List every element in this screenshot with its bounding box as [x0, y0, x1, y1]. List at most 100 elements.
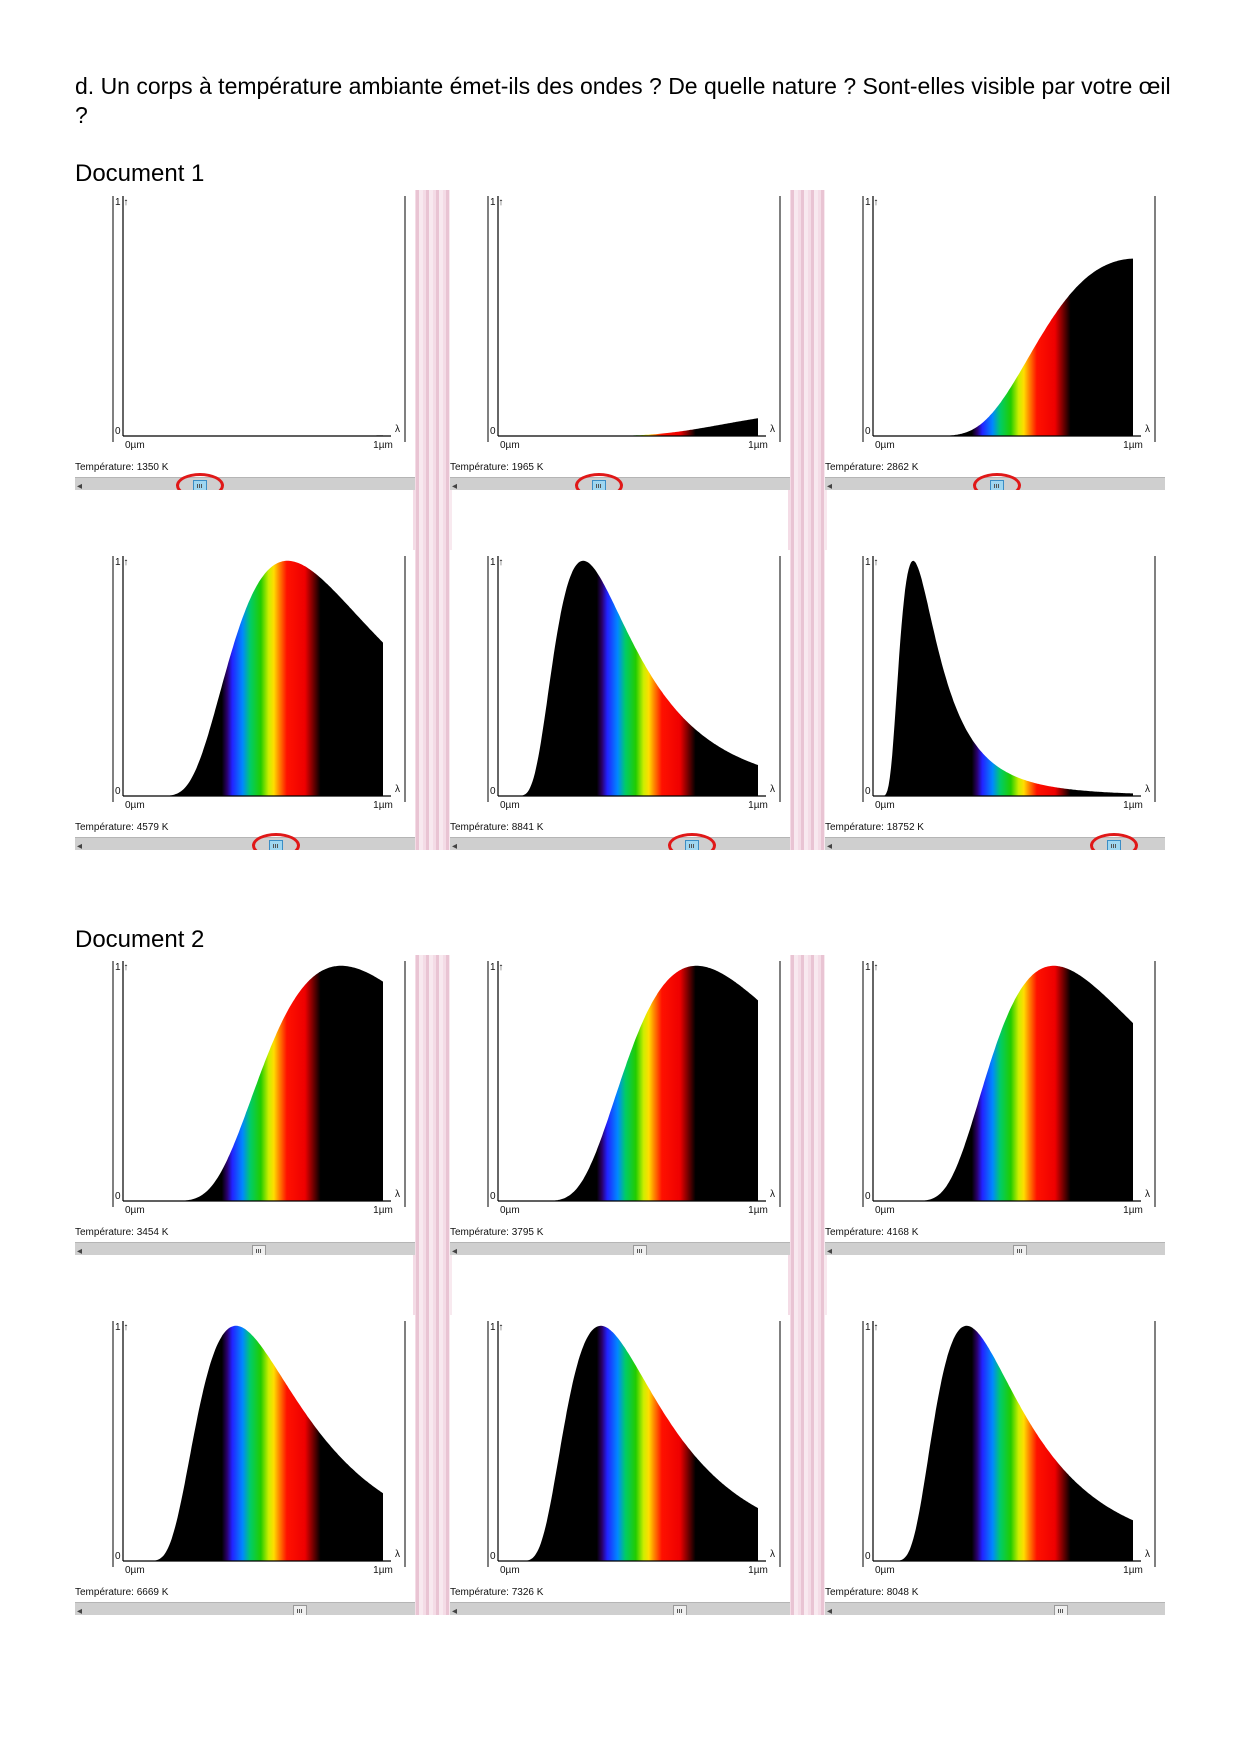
temperature-slider[interactable]: ◂: [75, 833, 415, 850]
temperature-label: Température: 7326 K: [450, 1587, 544, 1598]
temperature-slider[interactable]: ◂: [825, 1242, 1165, 1255]
y-axis-top-label: 1 ↑: [115, 1322, 128, 1333]
temperature-slider[interactable]: ◂: [75, 1602, 415, 1615]
slider-thumb[interactable]: [632, 1245, 647, 1255]
x-axis-start-label: 0µm: [500, 1565, 520, 1576]
y-axis-top-label: 1 ↑: [490, 1322, 503, 1333]
temperature-slider[interactable]: ◂: [825, 1602, 1165, 1615]
temperature-slider[interactable]: ◂: [450, 833, 790, 850]
slider-thumb[interactable]: [292, 1605, 307, 1615]
x-axis-start-label: 0µm: [500, 440, 520, 451]
x-axis-start-label: 0µm: [875, 440, 895, 451]
x-axis-start-label: 0µm: [500, 800, 520, 811]
y-axis-bottom-label: 0: [115, 426, 121, 437]
slider-left-arrow-icon[interactable]: ◂: [827, 841, 833, 850]
y-axis-bottom-label: 0: [490, 786, 496, 797]
temperature-slider[interactable]: ◂: [75, 473, 415, 490]
slider-left-arrow-icon[interactable]: ◂: [452, 481, 458, 490]
temperature-slider[interactable]: ◂: [825, 833, 1165, 850]
highlight-circle: [668, 833, 717, 850]
slider-left-arrow-icon[interactable]: ◂: [452, 841, 458, 850]
document-1-title: Document 1: [75, 160, 205, 187]
temperature-label: Température: 1965 K: [450, 462, 544, 473]
x-axis-end-label: 1µm: [373, 800, 393, 811]
slider-left-arrow-icon[interactable]: ◂: [77, 481, 83, 490]
temperature-label: Température: 1350 K: [75, 462, 169, 473]
temperature-slider[interactable]: ◂: [450, 473, 790, 490]
background-strip: [413, 955, 452, 1615]
spectrum-curve: [498, 1325, 758, 1561]
slider-thumb[interactable]: [673, 1605, 688, 1615]
y-axis-top-label: 1 ↑: [490, 197, 503, 208]
highlight-circle: [574, 473, 623, 490]
temperature-label: Température: 4579 K: [75, 822, 169, 833]
temperature-slider[interactable]: ◂: [450, 1602, 790, 1615]
temperature-label: Température: 8048 K: [825, 1587, 919, 1598]
x-axis-start-label: 0µm: [125, 440, 145, 451]
temperature-slider[interactable]: ◂: [825, 473, 1165, 490]
spectrum-curve: [498, 965, 758, 1201]
temperature-label: Température: 4168 K: [825, 1227, 919, 1238]
x-axis-end-label: 1µm: [1123, 440, 1143, 451]
y-axis-top-label: 1 ↑: [865, 197, 878, 208]
x-axis-start-label: 0µm: [500, 1205, 520, 1216]
y-axis-top-label: 1 ↑: [115, 557, 128, 568]
y-axis-bottom-label: 0: [865, 1191, 871, 1202]
x-axis-start-label: 0µm: [875, 800, 895, 811]
slider-left-arrow-icon[interactable]: ◂: [827, 1606, 833, 1615]
x-axis-end-label: 1µm: [748, 1565, 768, 1576]
x-axis-symbol: λ: [395, 1189, 400, 1200]
slider-left-arrow-icon[interactable]: ◂: [77, 1246, 83, 1255]
x-axis-end-label: 1µm: [373, 1205, 393, 1216]
slider-thumb[interactable]: [1054, 1605, 1069, 1615]
spectrum-curve: [873, 258, 1133, 436]
x-axis-symbol: λ: [1145, 784, 1150, 795]
x-axis-symbol: λ: [1145, 1549, 1150, 1560]
x-axis-symbol: λ: [770, 424, 775, 435]
y-axis-bottom-label: 0: [865, 426, 871, 437]
temperature-label: Température: 2862 K: [825, 462, 919, 473]
highlight-circle: [252, 833, 301, 850]
background-strip: [413, 190, 452, 850]
document-2-title: Document 2: [75, 926, 205, 953]
y-axis-top-label: 1 ↑: [865, 962, 878, 973]
x-axis-start-label: 0µm: [125, 800, 145, 811]
slider-left-arrow-icon[interactable]: ◂: [77, 841, 83, 850]
y-axis-top-label: 1 ↑: [865, 557, 878, 568]
y-axis-bottom-label: 0: [865, 1551, 871, 1562]
spectrum-curve: [123, 560, 383, 796]
y-axis-bottom-label: 0: [490, 1551, 496, 1562]
y-axis-bottom-label: 0: [865, 786, 871, 797]
slider-left-arrow-icon[interactable]: ◂: [827, 481, 833, 490]
spectrum-curve: [873, 560, 1133, 796]
slider-left-arrow-icon[interactable]: ◂: [77, 1606, 83, 1615]
temperature-slider[interactable]: ◂: [75, 1242, 415, 1255]
x-axis-end-label: 1µm: [1123, 1205, 1143, 1216]
y-axis-bottom-label: 0: [115, 1191, 121, 1202]
slider-left-arrow-icon[interactable]: ◂: [452, 1606, 458, 1615]
x-axis-symbol: λ: [770, 784, 775, 795]
slider-left-arrow-icon[interactable]: ◂: [452, 1246, 458, 1255]
temperature-label: Température: 8841 K: [450, 822, 544, 833]
highlight-circle: [176, 473, 225, 490]
temperature-slider[interactable]: ◂: [450, 1242, 790, 1255]
slider-thumb[interactable]: [251, 1245, 266, 1255]
x-axis-start-label: 0µm: [875, 1565, 895, 1576]
y-axis-top-label: 1 ↑: [115, 962, 128, 973]
x-axis-symbol: λ: [395, 784, 400, 795]
slider-left-arrow-icon[interactable]: ◂: [827, 1246, 833, 1255]
slider-thumb[interactable]: [1013, 1245, 1028, 1255]
x-axis-symbol: λ: [395, 424, 400, 435]
